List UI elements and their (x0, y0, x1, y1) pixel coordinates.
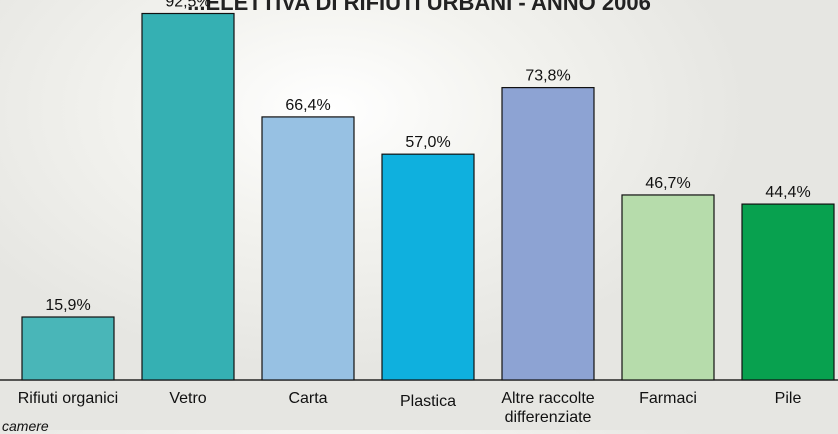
data-label-2: 66,4% (285, 97, 330, 114)
category-label-6: Pile (774, 390, 802, 407)
category-label-2: Carta (288, 390, 328, 407)
bar-0 (21, 316, 115, 381)
bar-4 (501, 86, 595, 381)
bar-3 (381, 153, 475, 381)
bar-1 (141, 12, 235, 381)
data-label-3: 57,0% (405, 134, 450, 151)
category-label-1: Vetro (169, 390, 207, 407)
category-label-3: Plastica (399, 393, 457, 410)
source-footnote: camere (2, 418, 49, 434)
data-label-4: 73,8% (525, 68, 570, 85)
bar-2 (261, 116, 355, 381)
data-label-1: 92,5% (165, 0, 210, 11)
bar-6 (741, 203, 835, 381)
category-label-5: Farmaci (639, 390, 697, 407)
data-label-5: 46,7% (645, 175, 690, 192)
chart-title: ...ELETTIVA DI RIFIUTI URBANI - ANNO 200… (187, 0, 651, 15)
category-label-4: Altre raccolte differenziate (501, 390, 595, 426)
data-label-0: 15,9% (45, 297, 90, 314)
category-label-0: Rifiuti organici (17, 390, 119, 407)
data-label-6: 44,4% (765, 184, 810, 201)
bar-5 (621, 194, 715, 381)
